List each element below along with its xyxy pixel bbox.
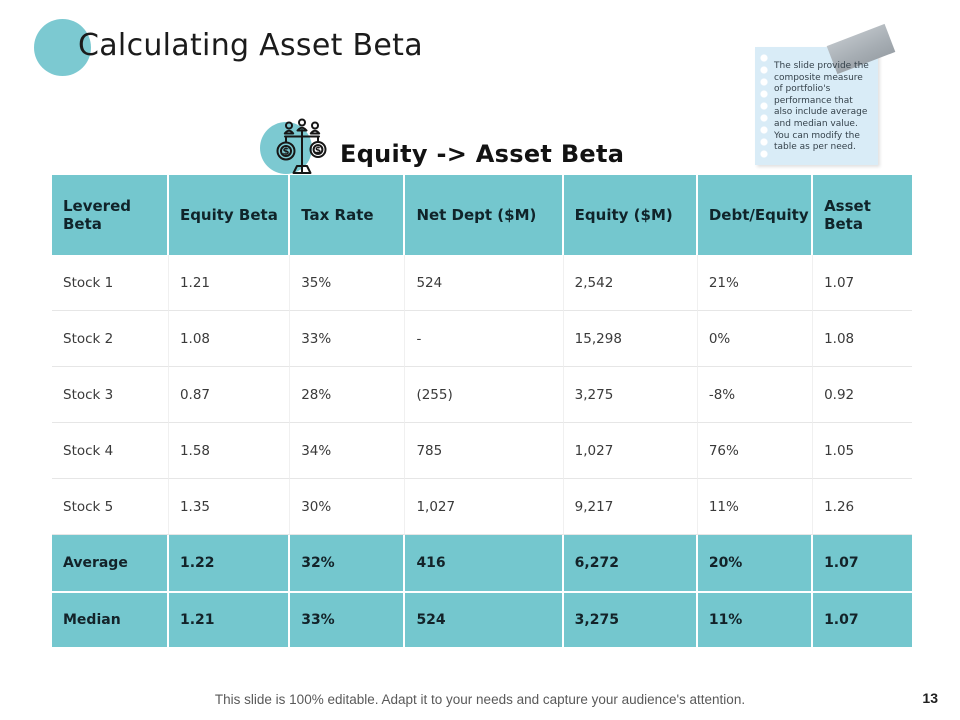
note-holes-icon <box>758 52 771 160</box>
row-label: Stock 1 <box>52 255 169 311</box>
row-label: Average <box>52 535 169 591</box>
col-header-equity-beta: Equity Beta <box>168 175 291 255</box>
cell-debt-equity: 21% <box>697 255 814 311</box>
cell-equity-beta: 1.08 <box>168 311 291 367</box>
section-subtitle: Equity -> Asset Beta <box>340 140 625 168</box>
dollar-symbol-left: $ <box>283 147 290 158</box>
cell-equity-beta: 1.35 <box>168 479 291 535</box>
cell-net-dept: 524 <box>405 591 564 647</box>
cell-tax-rate: 34% <box>290 423 406 479</box>
table-row-median: Median 1.21 33% 524 3,275 11% 1.07 <box>52 591 912 647</box>
cell-net-dept: 785 <box>405 423 564 479</box>
cell-net-dept: 416 <box>405 535 564 591</box>
cell-debt-equity: 11% <box>697 591 814 647</box>
footer-note: This slide is 100% editable. Adapt it to… <box>214 692 746 707</box>
asset-beta-table: Levered Beta Equity Beta Tax Rate Net De… <box>52 175 912 647</box>
cell-debt-equity: 20% <box>697 535 814 591</box>
cell-net-dept: - <box>405 311 564 367</box>
cell-net-dept: (255) <box>405 367 564 423</box>
cell-net-dept: 524 <box>405 255 564 311</box>
col-header-net-dept: Net Dept ($M) <box>405 175 564 255</box>
cell-tax-rate: 32% <box>290 535 406 591</box>
cell-equity: 9,217 <box>563 479 698 535</box>
cell-asset-beta: 1.08 <box>813 311 912 367</box>
cell-debt-equity: -8% <box>697 367 814 423</box>
cell-equity: 2,542 <box>563 255 698 311</box>
cell-tax-rate: 33% <box>290 311 406 367</box>
balance-scale-glyph: $ $ <box>276 118 327 177</box>
cell-asset-beta: 1.07 <box>813 255 912 311</box>
cell-equity-beta: 1.21 <box>168 591 291 647</box>
table-header-row: Levered Beta Equity Beta Tax Rate Net De… <box>52 175 912 255</box>
row-label: Stock 3 <box>52 367 169 423</box>
cell-debt-equity: 11% <box>697 479 814 535</box>
cell-equity: 3,275 <box>563 367 698 423</box>
cell-equity-beta: 1.58 <box>168 423 291 479</box>
cell-equity: 6,272 <box>563 535 698 591</box>
row-label: Median <box>52 591 169 647</box>
cell-asset-beta: 1.26 <box>813 479 912 535</box>
table-row: Stock 3 0.87 28% (255) 3,275 -8% 0.92 <box>52 367 912 423</box>
row-label: Stock 5 <box>52 479 169 535</box>
col-header-tax-rate: Tax Rate <box>290 175 406 255</box>
table-row: Stock 1 1.21 35% 524 2,542 21% 1.07 <box>52 255 912 311</box>
cell-debt-equity: 76% <box>697 423 814 479</box>
cell-equity-beta: 1.21 <box>168 255 291 311</box>
col-header-equity: Equity ($M) <box>563 175 698 255</box>
col-header-debt-equity: Debt/Equity <box>697 175 814 255</box>
title-accent-circle-icon <box>34 19 91 76</box>
dollar-symbol-right: $ <box>315 146 321 156</box>
cell-asset-beta: 0.92 <box>813 367 912 423</box>
cell-equity: 15,298 <box>563 311 698 367</box>
cell-tax-rate: 33% <box>290 591 406 647</box>
note-text: The slide provide the composite measure … <box>774 61 869 153</box>
cell-equity: 3,275 <box>563 591 698 647</box>
cell-equity-beta: 1.22 <box>168 535 291 591</box>
cell-tax-rate: 35% <box>290 255 406 311</box>
cell-equity-beta: 0.87 <box>168 367 291 423</box>
table-row: Stock 5 1.35 30% 1,027 9,217 11% 1.26 <box>52 479 912 535</box>
page-number: 13 <box>922 690 938 706</box>
sticky-note: The slide provide the composite measure … <box>755 23 896 165</box>
cell-asset-beta: 1.07 <box>813 535 912 591</box>
row-label: Stock 2 <box>52 311 169 367</box>
table-row: Stock 4 1.58 34% 785 1,027 76% 1.05 <box>52 423 912 479</box>
table-row: Stock 2 1.08 33% - 15,298 0% 1.08 <box>52 311 912 367</box>
cell-tax-rate: 30% <box>290 479 406 535</box>
cell-equity: 1,027 <box>563 423 698 479</box>
page-title: Calculating Asset Beta <box>78 28 423 63</box>
cell-asset-beta: 1.07 <box>813 591 912 647</box>
col-header-levered-beta: Levered Beta <box>52 175 169 255</box>
cell-debt-equity: 0% <box>697 311 814 367</box>
equity-balance-scale-icon: $ $ <box>258 116 336 182</box>
row-label: Stock 4 <box>52 423 169 479</box>
col-header-asset-beta: Asset Beta <box>813 175 912 255</box>
cell-tax-rate: 28% <box>290 367 406 423</box>
cell-net-dept: 1,027 <box>405 479 564 535</box>
cell-asset-beta: 1.05 <box>813 423 912 479</box>
table-row-average: Average 1.22 32% 416 6,272 20% 1.07 <box>52 535 912 591</box>
